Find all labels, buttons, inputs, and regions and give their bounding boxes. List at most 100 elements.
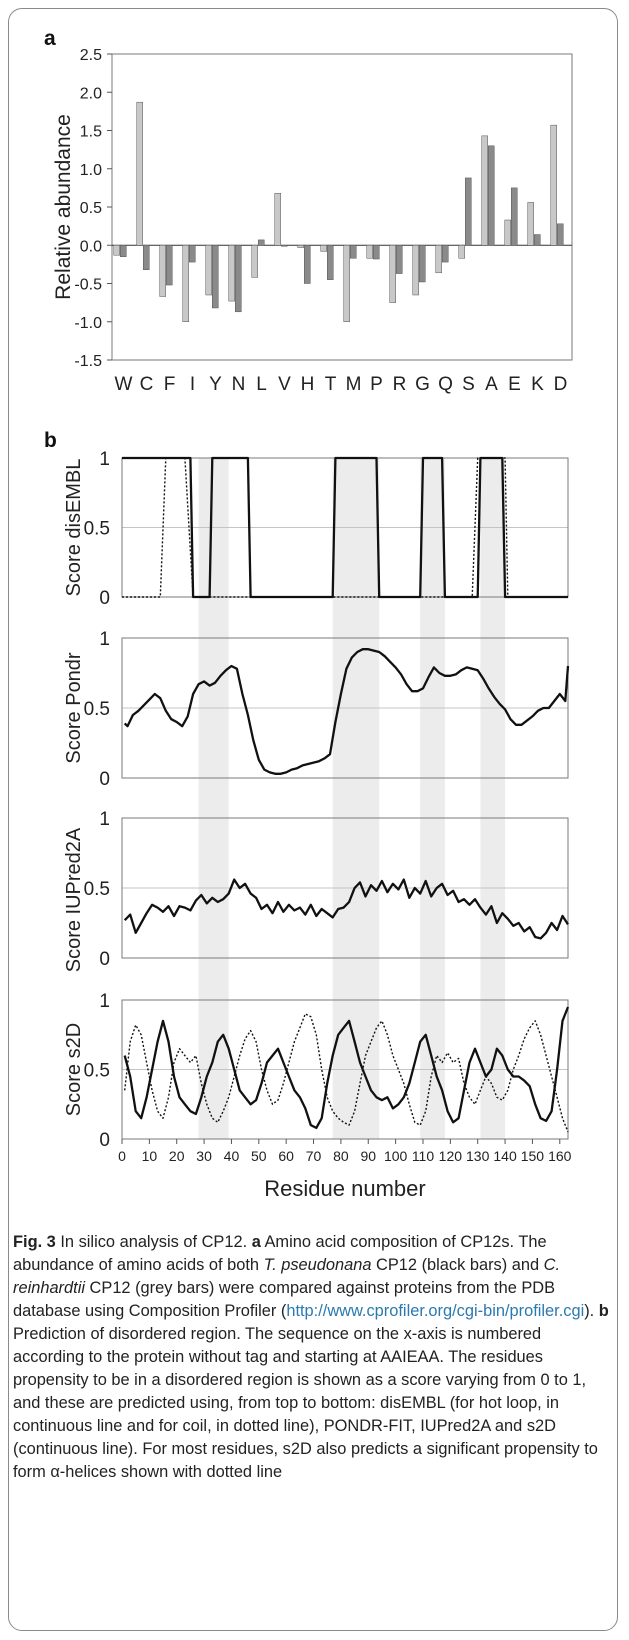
x-tick-label-b: 40 xyxy=(224,1148,240,1164)
x-tick-label-a: Q xyxy=(438,374,453,395)
bar xyxy=(504,219,511,246)
x-tick-label-a: P xyxy=(370,374,383,395)
bar xyxy=(458,245,465,259)
disorder-region-band xyxy=(198,458,229,1139)
x-axis-label-b: Residue number xyxy=(264,1176,425,1201)
bar xyxy=(212,245,219,309)
y-tick-label-b: 0 xyxy=(99,588,110,609)
bar xyxy=(327,245,334,280)
figure-caption: Fig. 3 In silico analysis of CP12. a Ami… xyxy=(13,1231,613,1484)
caption-b-label: b xyxy=(598,1302,609,1320)
y-tick-label-b: 0 xyxy=(99,949,110,970)
bar xyxy=(143,245,150,270)
bar xyxy=(166,245,173,286)
bar xyxy=(488,145,495,246)
x-tick-label-b: 140 xyxy=(493,1148,517,1164)
bar xyxy=(258,239,265,246)
bar xyxy=(205,245,212,296)
bar xyxy=(511,187,518,246)
x-tick-label-b: 100 xyxy=(384,1148,408,1164)
x-tick-label-a: F xyxy=(164,374,176,395)
bar xyxy=(435,245,442,274)
y-axis-label-b: Score IUPred2A xyxy=(63,827,85,972)
bar xyxy=(465,177,472,246)
series-line-solid xyxy=(123,648,570,775)
bar-chart: 2.5 2.0 1.5 1.0 0.5 0.0 -0.5 -1.0 -1.5 W C F I Y N L V H T… xyxy=(52,47,573,395)
x-tick-label-b: 110 xyxy=(412,1148,435,1164)
y-tick-label-b: 0.5 xyxy=(84,879,110,900)
panel-label-a: a xyxy=(44,27,56,50)
bar xyxy=(297,245,304,248)
y-tick-label-b: 1 xyxy=(99,449,110,470)
plot-area-b xyxy=(121,637,569,779)
bar xyxy=(228,245,235,302)
bar xyxy=(304,245,311,284)
caption-profiler-link[interactable]: http://www.cprofiler.org/cgi-bin/profile… xyxy=(286,1302,585,1320)
y-axis-label-b: Score Pondr xyxy=(63,652,85,764)
caption-a-text-2: CP12 (black bars) and xyxy=(376,1256,540,1274)
series-line-solid xyxy=(123,1006,570,1130)
bar xyxy=(120,245,127,257)
bar xyxy=(442,245,449,263)
bar xyxy=(373,245,380,260)
y-tick-label-b: 0 xyxy=(99,769,110,790)
y-axis-label-b: Score s2D xyxy=(63,1023,85,1116)
x-tick-label-b: 50 xyxy=(251,1148,267,1164)
bar xyxy=(557,223,564,246)
caption-species-1: T. pseudonana xyxy=(263,1256,372,1274)
x-tick-label-a: D xyxy=(554,374,568,395)
x-tick-label-a: H xyxy=(301,374,315,395)
x-tick-label-a: S xyxy=(462,374,475,395)
x-tick-label-a: A xyxy=(485,374,498,395)
x-tick-label-b: 130 xyxy=(466,1148,490,1164)
x-tick-label-a: E xyxy=(508,374,521,395)
plot-area-b xyxy=(121,817,569,959)
bar xyxy=(389,245,396,303)
bar xyxy=(343,245,350,322)
y-axis-label-b: Score disEMBL xyxy=(63,459,85,597)
x-tick-label-a: W xyxy=(115,374,133,395)
bar xyxy=(136,101,143,246)
bar xyxy=(320,245,327,252)
y-tick-label-b: 1 xyxy=(99,629,110,650)
y-tick-label-b: 0.5 xyxy=(84,699,110,720)
caption-a-label: a xyxy=(251,1233,261,1251)
bar xyxy=(350,245,357,259)
x-tick-label-b: 120 xyxy=(439,1148,463,1164)
y-tick-label-a: -1.5 xyxy=(74,353,102,370)
caption-a-text-1: Amino acid composition of CP12s. The abu… xyxy=(13,1233,547,1274)
y-tick-label-b: 0.5 xyxy=(84,519,110,540)
x-tick-label-b: 90 xyxy=(360,1148,376,1164)
x-tick-label-b: 150 xyxy=(521,1148,545,1164)
x-tick-label-a: T xyxy=(325,374,337,395)
caption-a-text-4: ). xyxy=(584,1302,595,1320)
bar xyxy=(366,245,373,259)
x-tick-label-b: 10 xyxy=(142,1148,158,1164)
y-tick-label-b: 1 xyxy=(99,809,110,830)
bar xyxy=(412,245,419,296)
series-line-dotted xyxy=(122,457,509,598)
bar xyxy=(550,124,557,246)
y-tick-label-a: 0.5 xyxy=(80,200,102,217)
x-tick-label-a: R xyxy=(393,374,407,395)
bar xyxy=(534,234,541,246)
panel-label-b: b xyxy=(44,429,57,452)
y-tick-label-a: 2.5 xyxy=(80,47,102,64)
caption-fig-label: Fig. 3 xyxy=(13,1233,56,1251)
bar xyxy=(527,202,534,246)
bar xyxy=(235,245,242,313)
y-tick-label-a: 0.0 xyxy=(80,238,102,255)
x-tick-label-a: N xyxy=(232,374,246,395)
bar xyxy=(274,192,281,246)
plot-area-a xyxy=(111,53,573,361)
x-tick-label-b: 60 xyxy=(278,1148,294,1164)
x-tick-label-a: I xyxy=(190,374,195,395)
x-tick-label-b: 80 xyxy=(333,1148,349,1164)
y-tick-label-b: 0 xyxy=(99,1130,110,1151)
caption-title: In silico analysis of CP12. xyxy=(60,1233,248,1251)
figure-frame xyxy=(8,8,618,1631)
x-tick-label-b: 30 xyxy=(196,1148,212,1164)
x-tick-label-a: G xyxy=(415,374,430,395)
bar xyxy=(481,135,488,246)
